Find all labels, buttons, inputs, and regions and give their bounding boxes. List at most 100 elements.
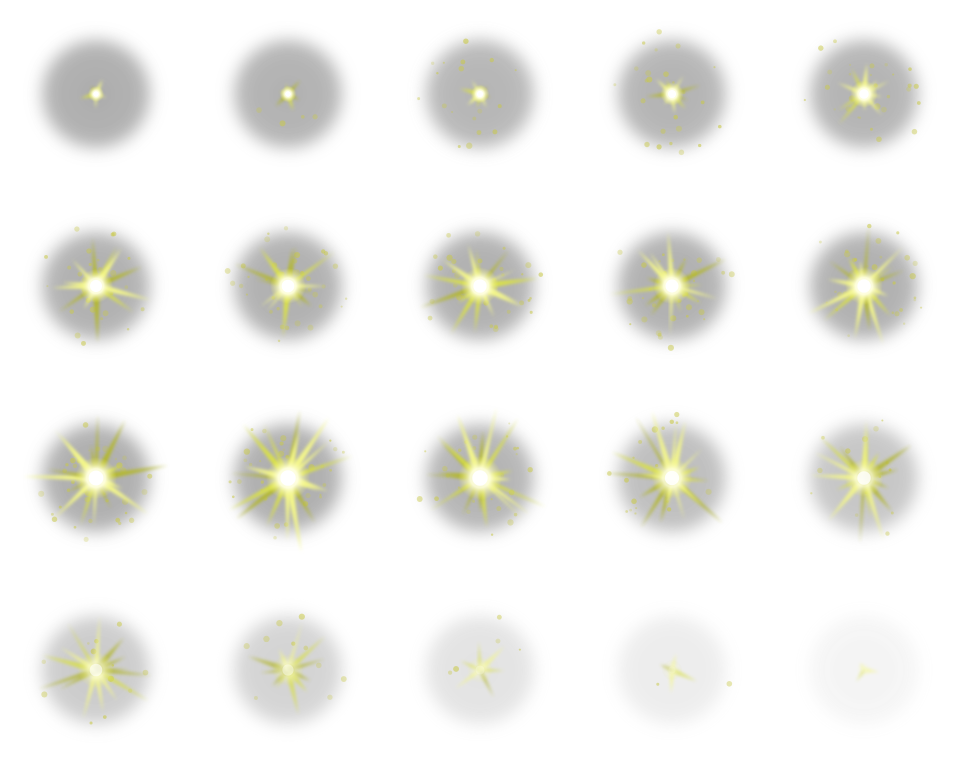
sparkle-particle [72, 463, 78, 469]
sparkle-particle [675, 125, 682, 132]
sparkle-particle [538, 272, 544, 277]
sparkle-particle [250, 428, 254, 432]
burst-hotspot [667, 89, 677, 99]
sparkle-particle [624, 477, 629, 483]
sparkle-particle [224, 267, 231, 274]
sparkle-particle [516, 446, 520, 450]
sparkle-particle [645, 70, 652, 77]
sparkle-particle [818, 240, 822, 244]
sparkle-particle [911, 128, 918, 135]
sparkle-particle [508, 422, 511, 425]
sparkle-particle [417, 97, 421, 101]
sprite-frame [800, 606, 928, 734]
sparkle-particle [851, 257, 857, 263]
sparkle-particle [457, 448, 462, 452]
sparkle-particle [322, 483, 327, 487]
sprite-frame [224, 30, 352, 158]
sparkle-particle [140, 307, 145, 312]
sparkle-particle [294, 252, 301, 259]
sparkle-particle [333, 446, 338, 452]
sparkle-particle [38, 490, 45, 497]
sparkle-particle [279, 441, 284, 446]
sparkle-particle [312, 291, 319, 298]
sparkle-particle [726, 680, 733, 687]
sparkle-particle [629, 508, 633, 512]
sparkle-particle [451, 110, 454, 114]
sparkle-particle [50, 512, 54, 516]
sparkle-particle [474, 231, 481, 237]
sparkle-particle [463, 38, 469, 44]
sparkle-particle [115, 517, 121, 523]
sparkle-particle [641, 262, 647, 268]
sparkle-particle [640, 98, 646, 104]
sparkle-particle [253, 696, 258, 701]
sparkle-particle [303, 645, 309, 651]
sparkle-particle [904, 254, 911, 261]
sparkle-particle [824, 84, 830, 90]
sparkle-particle [499, 266, 504, 271]
sparkle-particle [869, 127, 873, 131]
sparkle-particle [102, 445, 109, 453]
sprite-frame [224, 410, 353, 553]
sparkle-particle [127, 256, 131, 260]
sparkle-particle [660, 128, 666, 134]
sparkle-particle [437, 265, 443, 271]
sparkle-particle [41, 691, 48, 698]
sparkle-particle [238, 283, 244, 289]
sparkle-particle [248, 462, 253, 467]
sparkle-particle [83, 536, 89, 542]
sparkle-particle [283, 226, 289, 231]
sparkle-particle [124, 285, 129, 289]
sparkle-particle [661, 426, 665, 430]
sparkle-particle [100, 317, 104, 321]
sprite-frame [32, 222, 160, 350]
sparkle-particle [667, 344, 674, 351]
sparkle-particle [427, 315, 433, 321]
sparkle-particle [58, 505, 62, 509]
sparkle-particle [656, 29, 662, 35]
sparkle-particle [489, 57, 494, 63]
sparkle-particle [529, 297, 532, 300]
sparkle-particle [881, 106, 887, 113]
sparkle-particle [700, 100, 705, 105]
burst-hotspot [857, 471, 871, 485]
sparkle-particle [626, 298, 633, 305]
sparkle-particle [88, 518, 93, 524]
sparkle-particle [340, 305, 343, 308]
sprite-frame [800, 30, 928, 158]
sparkle-particle [102, 310, 109, 317]
sparkle-particle [454, 272, 461, 279]
sparkle-particle [51, 516, 58, 523]
sparkle-particle [477, 258, 483, 264]
burst-hotspot [665, 279, 679, 293]
sprite-frame [608, 606, 736, 734]
sparkle-particle [457, 486, 461, 489]
sparkle-particle [344, 297, 348, 300]
sparkle-particle [262, 428, 267, 434]
sparkle-particle [513, 446, 517, 451]
sparkle-particle [703, 318, 706, 321]
burst-hotspot [664, 470, 680, 486]
sparkle-particle [909, 272, 916, 280]
sparkle-particle [869, 73, 872, 77]
sparkle-particle [721, 270, 726, 275]
sprite-frame [32, 606, 160, 734]
sparkle-particle [657, 334, 663, 340]
sparkle-particle [652, 303, 657, 308]
burst-hotspot [859, 89, 869, 99]
sparkle-particle [124, 511, 128, 515]
sparkle-particle [675, 421, 679, 425]
burst-core [272, 654, 304, 686]
sparkle-particle [319, 493, 322, 496]
sprite-frame [416, 30, 544, 158]
sparkle-particle [87, 642, 90, 645]
sparkle-particle [521, 273, 524, 276]
sparkle-particle [71, 480, 75, 484]
sparkle-particle [527, 467, 533, 473]
sparkle-particle [147, 473, 153, 479]
sparkle-particle [833, 108, 836, 111]
sparkle-particle [96, 258, 100, 262]
sparkle-particle [341, 450, 345, 454]
sparkle-particle [845, 448, 851, 454]
